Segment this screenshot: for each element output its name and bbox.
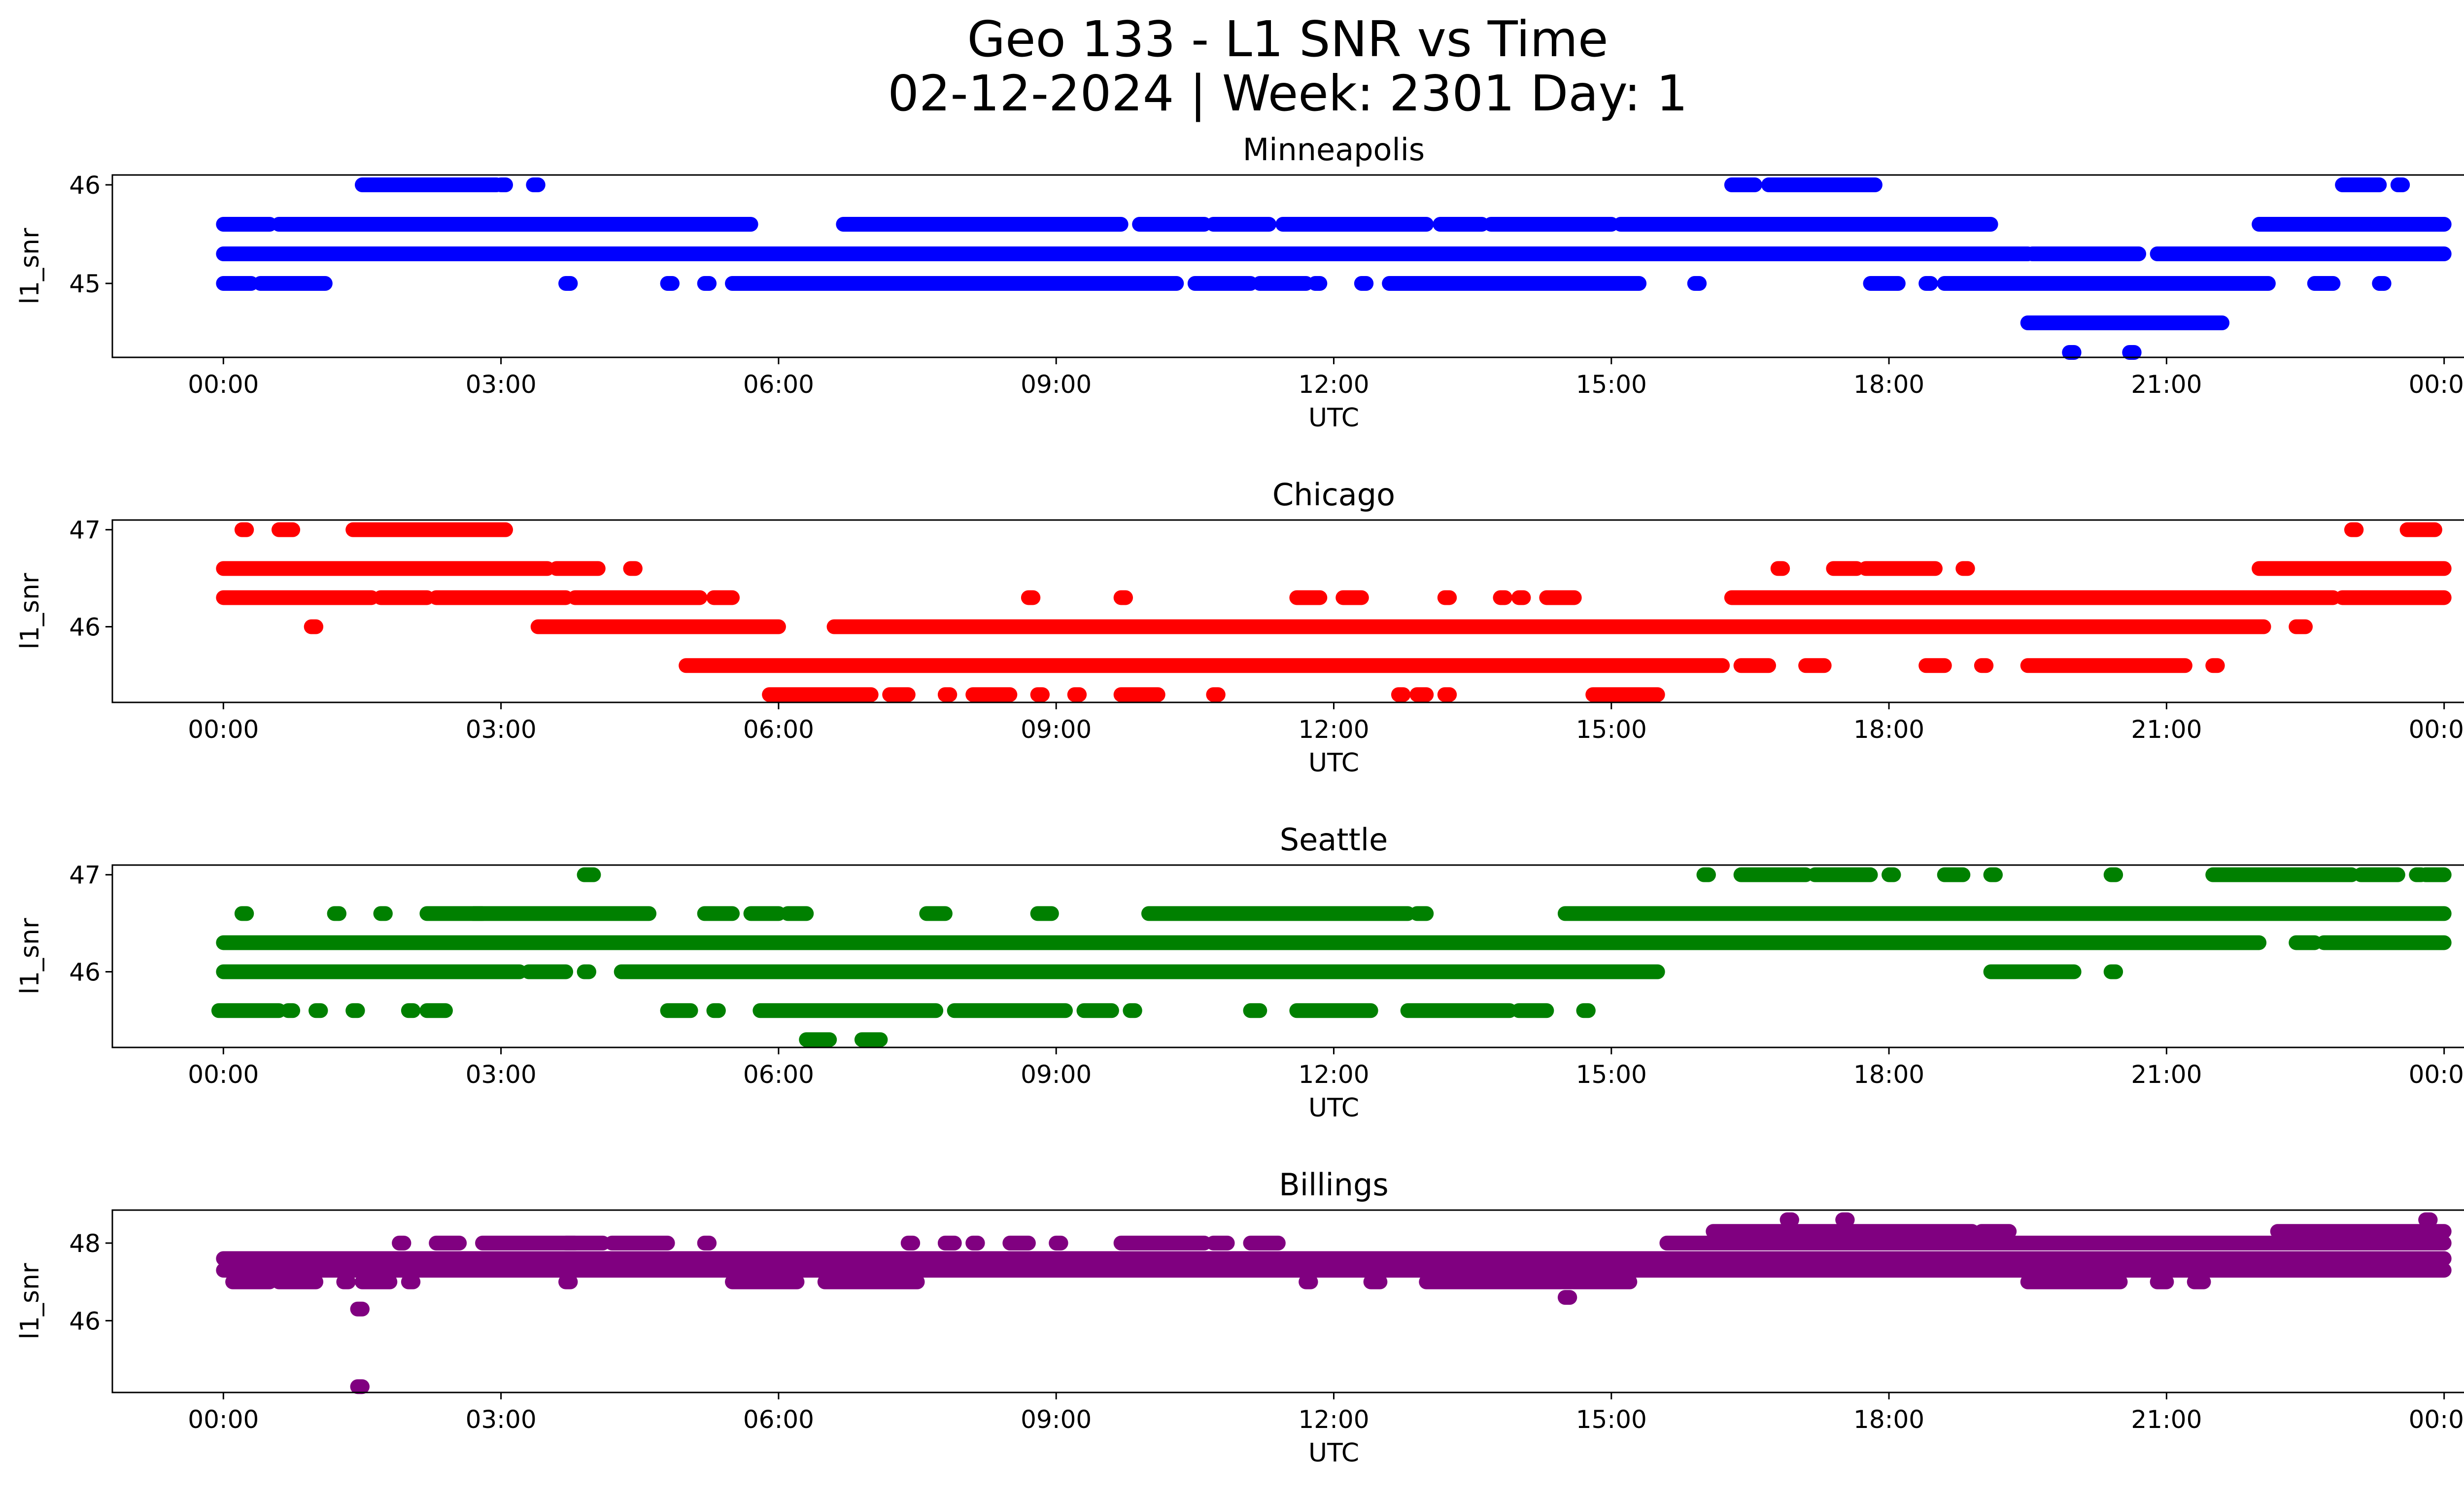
x-tick-label: 21:00	[2131, 370, 2202, 399]
y-tick-label: 46	[69, 171, 101, 200]
x-tick-label: 00:00	[2409, 715, 2464, 744]
x-tick-label: 21:00	[2131, 1405, 2202, 1434]
x-tick-label: 06:00	[743, 1405, 814, 1434]
x-tick-label: 15:00	[1576, 1060, 1647, 1089]
x-tick-label: 21:00	[2131, 715, 2202, 744]
x-tick-label: 03:00	[466, 1060, 537, 1089]
x-tick-label: 09:00	[1021, 1405, 1092, 1434]
plot-frame	[111, 519, 2464, 703]
x-tick-label: 03:00	[466, 1405, 537, 1434]
x-tick-label: 15:00	[1576, 370, 1647, 399]
plot-frame	[111, 864, 2464, 1048]
figure-title-line1: Geo 133 - L1 SNR vs Time	[967, 10, 1608, 68]
y-axis-label: l1_snr	[15, 228, 45, 305]
y-axis-label: l1_snr	[15, 918, 45, 995]
chart-panel-2: 00:00 03:00 06:00 09:00 12:00 15:00 18:00 21:00…	[15, 822, 2464, 1123]
x-tick-label: 00:00	[2409, 370, 2464, 399]
y-tick-label: 46	[69, 1307, 101, 1335]
y-tick-label: 48	[69, 1229, 101, 1258]
x-tick-label: 15:00	[1576, 715, 1647, 744]
x-tick-label: 12:00	[1298, 715, 1369, 744]
x-tick-label: 12:00	[1298, 1405, 1369, 1434]
x-tick-label: 09:00	[1021, 370, 1092, 399]
x-tick-label: 09:00	[1021, 715, 1092, 744]
figure-title-line2: 02-12-2024 | Week: 2301 Day: 1	[888, 65, 1688, 122]
x-tick-label: 18:00	[1853, 1405, 1924, 1434]
x-tick-label: 00:00	[188, 370, 259, 399]
chart-title: Seattle	[1280, 822, 1388, 858]
y-axis-label: l1_snr	[15, 573, 45, 650]
x-tick-label: 06:00	[743, 1060, 814, 1089]
chart-title: Minneapolis	[1243, 132, 1425, 168]
x-tick-label: 18:00	[1853, 715, 1924, 744]
x-tick-label: 12:00	[1298, 370, 1369, 399]
chart-panel-1: 00:00 03:00 06:00 09:00 12:00 15:00 18:00 21:00…	[15, 477, 2464, 778]
x-tick-label: 12:00	[1298, 1060, 1369, 1089]
x-tick-label: 00:00	[188, 1405, 259, 1434]
x-tick-label: 03:00	[466, 370, 537, 399]
y-axis-label: l1_snr	[15, 1263, 45, 1340]
x-tick-label: 21:00	[2131, 1060, 2202, 1089]
x-tick-label: 06:00	[743, 715, 814, 744]
chart-panel-0: 00:00 03:00 06:00 09:00 12:00 15:00 18:00 21:00…	[15, 132, 2464, 433]
x-tick-label: 18:00	[1853, 1060, 1924, 1089]
y-tick-label: 47	[69, 861, 101, 890]
x-tick-label: 18:00	[1853, 370, 1924, 399]
x-tick-label: 03:00	[466, 715, 537, 744]
x-tick-label: 00:00	[2409, 1405, 2464, 1434]
chart-title: Chicago	[1272, 477, 1395, 513]
x-tick-label: 15:00	[1576, 1405, 1647, 1434]
x-tick-label: 00:00	[2409, 1060, 2464, 1089]
chart-title: Billings	[1279, 1167, 1388, 1203]
x-axis-label: UTC	[1308, 403, 1359, 433]
x-axis-label: UTC	[1308, 748, 1359, 778]
y-tick-label: 46	[69, 613, 101, 641]
x-tick-label: 00:00	[188, 715, 259, 744]
y-tick-label: 47	[69, 516, 101, 545]
y-tick-label: 46	[69, 958, 101, 986]
chart-panel-3: 00:00 03:00 06:00 09:00 12:00 15:00 18:00 21:00…	[15, 1167, 2464, 1468]
x-tick-label: 06:00	[743, 370, 814, 399]
x-tick-label: 00:00	[188, 1060, 259, 1089]
x-axis-label: UTC	[1308, 1438, 1359, 1468]
y-tick-label: 45	[69, 270, 101, 298]
x-tick-label: 09:00	[1021, 1060, 1092, 1089]
x-axis-label: UTC	[1308, 1093, 1359, 1123]
